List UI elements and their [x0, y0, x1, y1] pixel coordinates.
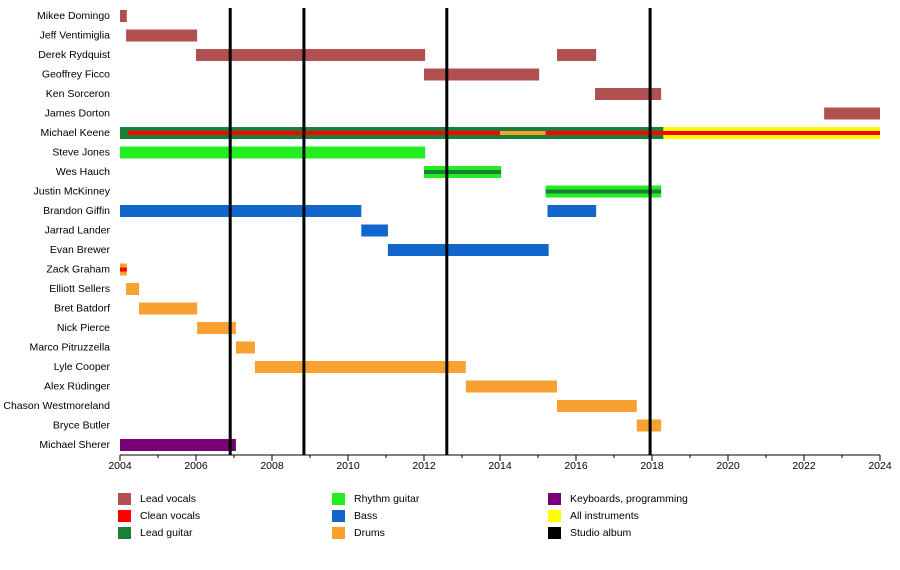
- member-name: Ken Sorceron: [46, 88, 110, 100]
- tenure-bar: [547, 205, 597, 217]
- tenure-bar: [120, 439, 236, 451]
- tenure-bar: [500, 131, 546, 135]
- legend-swatch: [332, 527, 345, 539]
- tenure-bar: [235, 341, 255, 354]
- tenure-bar: [197, 322, 236, 334]
- member-name: Geoffrey Ficco: [42, 68, 110, 80]
- x-tick-label: 2012: [412, 460, 436, 472]
- tenure-bar: [120, 267, 127, 272]
- member-name: Michael Sherer: [39, 439, 110, 451]
- member-name: Evan Brewer: [50, 244, 111, 256]
- member-name: Mikee Domingo: [37, 10, 110, 22]
- legend-label: Bass: [354, 510, 377, 522]
- legend-swatch: [118, 510, 131, 522]
- member-name: Michael Keene: [41, 127, 111, 139]
- tenure-bar: [824, 107, 880, 120]
- legend-label: Drums: [354, 527, 385, 539]
- legend-swatch: [548, 493, 561, 505]
- x-tick-label: 2016: [564, 460, 588, 472]
- member-name: Elliott Sellers: [49, 283, 110, 295]
- tenure-bar: [557, 49, 597, 61]
- x-tick-label: 2022: [792, 460, 816, 472]
- member-name: Nick Pierce: [57, 322, 110, 334]
- member-name: Jeff Ventimiglia: [40, 29, 111, 41]
- member-name: Bryce Butler: [53, 419, 111, 431]
- tenure-bar: [120, 10, 127, 22]
- member-name: James Dorton: [45, 107, 111, 119]
- legend-label: Clean vocals: [140, 510, 200, 522]
- x-tick-label: 2024: [868, 460, 892, 472]
- x-tick-label: 2008: [260, 460, 284, 472]
- member-name: Bret Batdorf: [54, 302, 110, 314]
- member-name: Marco Pitruzzella: [29, 341, 110, 353]
- member-name: Lyle Cooper: [54, 361, 111, 373]
- member-name: Derek Rydquist: [38, 49, 110, 61]
- tenure-bar: [465, 380, 557, 393]
- tenure-bar: [120, 205, 362, 217]
- tenure-bar: [196, 49, 426, 61]
- legend-label: Lead guitar: [140, 527, 193, 539]
- x-tick-label: 2004: [108, 460, 132, 472]
- x-tick-label: 2010: [336, 460, 360, 472]
- tenure-bar: [387, 244, 549, 256]
- tenure-bar: [545, 189, 662, 194]
- tenure-bar: [595, 88, 662, 100]
- legend-swatch: [332, 510, 345, 522]
- member-name: Alex Rüdinger: [44, 380, 110, 392]
- x-tick-label: 2018: [640, 460, 664, 472]
- legend-swatch: [332, 493, 345, 505]
- tenure-bar: [126, 29, 198, 42]
- legend-label: Keyboards, programming: [570, 493, 688, 505]
- legend-label: Lead vocals: [140, 493, 196, 505]
- member-name: Chason Westmoreland: [3, 400, 110, 412]
- tenure-bar: [139, 302, 198, 315]
- member-name: Justin McKinney: [34, 185, 111, 197]
- tenure-bar: [557, 400, 637, 412]
- legend-swatch: [548, 527, 561, 539]
- tenure-bar: [254, 361, 466, 373]
- member-name: Wes Hauch: [56, 166, 110, 178]
- tenure-bar: [424, 170, 502, 174]
- x-tick-label: 2014: [488, 460, 512, 472]
- x-tick-label: 2020: [716, 460, 740, 472]
- tenure-bar: [361, 224, 388, 237]
- legend-swatch: [548, 510, 561, 522]
- x-tick-label: 2006: [184, 460, 208, 472]
- member-name: Brandon Giffin: [43, 205, 110, 217]
- tenure-bar: [120, 146, 426, 159]
- legend-swatch: [118, 527, 131, 539]
- legend-label: All instruments: [570, 510, 639, 522]
- tenure-bar: [424, 68, 540, 81]
- legend-swatch: [118, 493, 131, 505]
- member-name: Zack Graham: [46, 263, 110, 275]
- tenure-bar: [126, 283, 139, 295]
- legend-label: Studio album: [570, 527, 632, 539]
- legend-label: Rhythm guitar: [354, 493, 420, 505]
- member-name: Steve Jones: [52, 146, 110, 158]
- member-name: Jarrad Lander: [45, 224, 111, 236]
